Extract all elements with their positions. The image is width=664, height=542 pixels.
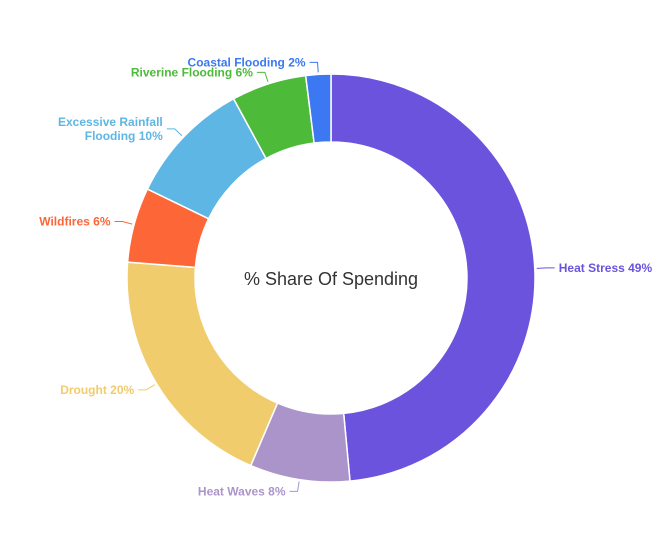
leader-line-heat-waves (290, 482, 300, 492)
leader-line-riverine-flooding (257, 72, 268, 82)
slice-label-heat-waves: Heat Waves 8% (198, 484, 286, 498)
chart-center-title: % Share Of Spending (244, 269, 418, 289)
slice-label-coastal-flooding: Coastal Flooding 2% (188, 55, 306, 69)
leader-line-coastal-flooding (310, 62, 319, 72)
slice-drought[interactable] (127, 262, 277, 465)
slice-label-wildfires: Wildfires 6% (39, 215, 111, 229)
leader-line-drought (138, 385, 155, 390)
leader-line-excessive-rainfall-flooding (167, 129, 182, 136)
leader-line-wildfires (115, 222, 133, 225)
slice-label-drought: Drought 20% (60, 383, 134, 397)
slice-label-heat-stress: Heat Stress 49% (559, 261, 653, 275)
